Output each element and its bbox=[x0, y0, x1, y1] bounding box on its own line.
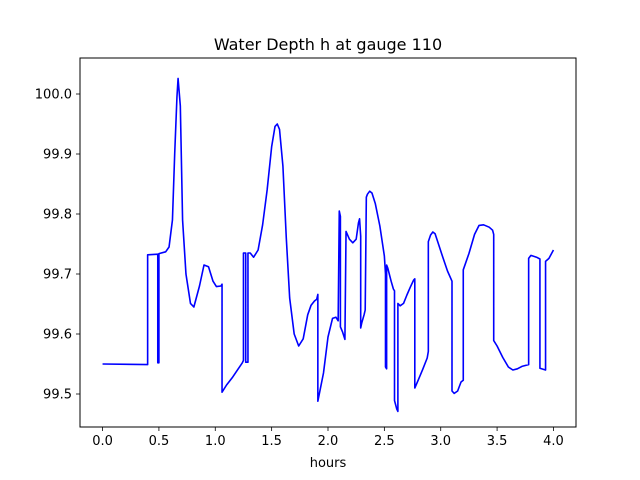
x-tick-label: 3.5 bbox=[487, 434, 508, 449]
y-tick-label: 99.9 bbox=[43, 148, 72, 163]
y-tick-label: 99.8 bbox=[43, 208, 72, 223]
y-tick-label: 99.5 bbox=[43, 388, 72, 403]
x-tick-label: 0.0 bbox=[92, 434, 113, 449]
x-tick-label: 4.0 bbox=[543, 434, 564, 449]
x-tick-label: 2.0 bbox=[318, 434, 339, 449]
x-tick-label: 1.5 bbox=[261, 434, 282, 449]
x-tick-label: 3.0 bbox=[430, 434, 451, 449]
x-axis: 0.0 0.5 1.0 1.5 2.0 2.5 3.0 3.5 4.0 bbox=[92, 427, 564, 449]
plot-layer bbox=[102, 77, 555, 413]
y-tick-label: 99.6 bbox=[43, 328, 72, 343]
y-tick-label: 100.0 bbox=[35, 88, 72, 103]
y-tick-label: 99.7 bbox=[43, 268, 72, 283]
series-line-0 bbox=[102, 77, 555, 413]
x-tick-label: 2.5 bbox=[374, 434, 395, 449]
x-axis-label: hours bbox=[310, 456, 347, 471]
x-tick-label: 1.0 bbox=[205, 434, 226, 449]
y-axis: 99.5 99.6 99.7 99.8 99.9 100.0 bbox=[35, 88, 80, 403]
chart-title: Water Depth h at gauge 110 bbox=[214, 35, 442, 54]
x-tick-label: 0.5 bbox=[149, 434, 170, 449]
